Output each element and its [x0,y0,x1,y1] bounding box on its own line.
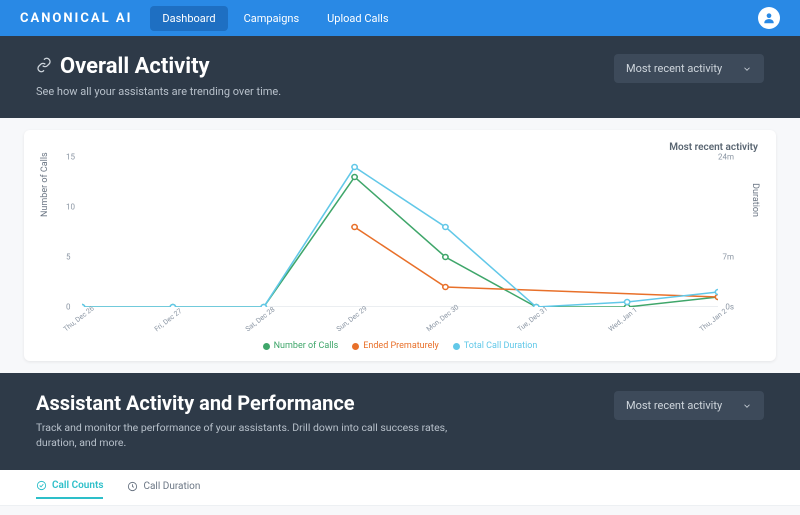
chart-range-label: Most recent activity [42,142,758,153]
overall-chart-card: Most recent activity Number of Calls Dur… [24,130,776,361]
tab-call-duration[interactable]: Call Duration [127,480,200,499]
nav-upload-calls[interactable]: Upload Calls [315,6,400,31]
legend-duration: Total Call Duration [453,341,538,351]
overall-subtitle: See how all your assistants are trending… [36,85,281,98]
chart-legend: Number of Calls Ended Prematurely Total … [42,341,758,351]
check-circle-icon [36,480,47,491]
chevron-down-icon [742,401,752,411]
chart-area: Number of Calls Duration 051015 0s7m24m … [42,157,758,337]
y-axis-left-label: Number of Calls [40,152,50,217]
nav-dashboard[interactable]: Dashboard [150,6,227,31]
assistant-range-dropdown[interactable]: Most recent activity [614,391,764,420]
link-icon [36,57,52,77]
dropdown-label: Most recent activity [626,399,722,412]
assistant-hero-text: Assistant Activity and Performance Track… [36,391,456,450]
assistant-subtitle: Track and monitor the performance of you… [36,421,456,450]
user-avatar[interactable] [758,7,780,29]
y-axis-right-label: Duration [750,183,760,217]
top-nav: Dashboard Campaigns Upload Calls [150,6,400,31]
topbar-left: CANONICAL AI Dashboard Campaigns Upload … [20,6,401,31]
chevron-down-icon [742,64,752,74]
dropdown-label: Most recent activity [626,62,722,75]
line-chart-svg [82,157,718,307]
nav-campaigns[interactable]: Campaigns [232,6,312,31]
assistant-hero: Assistant Activity and Performance Track… [0,373,800,470]
user-icon [762,11,776,25]
overall-hero: Overall Activity See how all your assist… [0,36,800,118]
overall-hero-text: Overall Activity See how all your assist… [36,54,281,98]
assistant-title: Assistant Activity and Performance [36,391,456,415]
legend-calls: Number of Calls [263,341,339,351]
overall-title: Overall Activity [60,54,210,79]
assistant-tabs: Call Counts Call Duration [0,470,800,506]
clock-icon [127,481,138,492]
brand-logo: CANONICAL AI [20,11,132,26]
legend-ended: Ended Prematurely [352,341,439,351]
chart-plot [82,157,718,307]
tab-call-counts[interactable]: Call Counts [36,480,103,499]
topbar: CANONICAL AI Dashboard Campaigns Upload … [0,0,800,36]
overall-range-dropdown[interactable]: Most recent activity [614,54,764,83]
